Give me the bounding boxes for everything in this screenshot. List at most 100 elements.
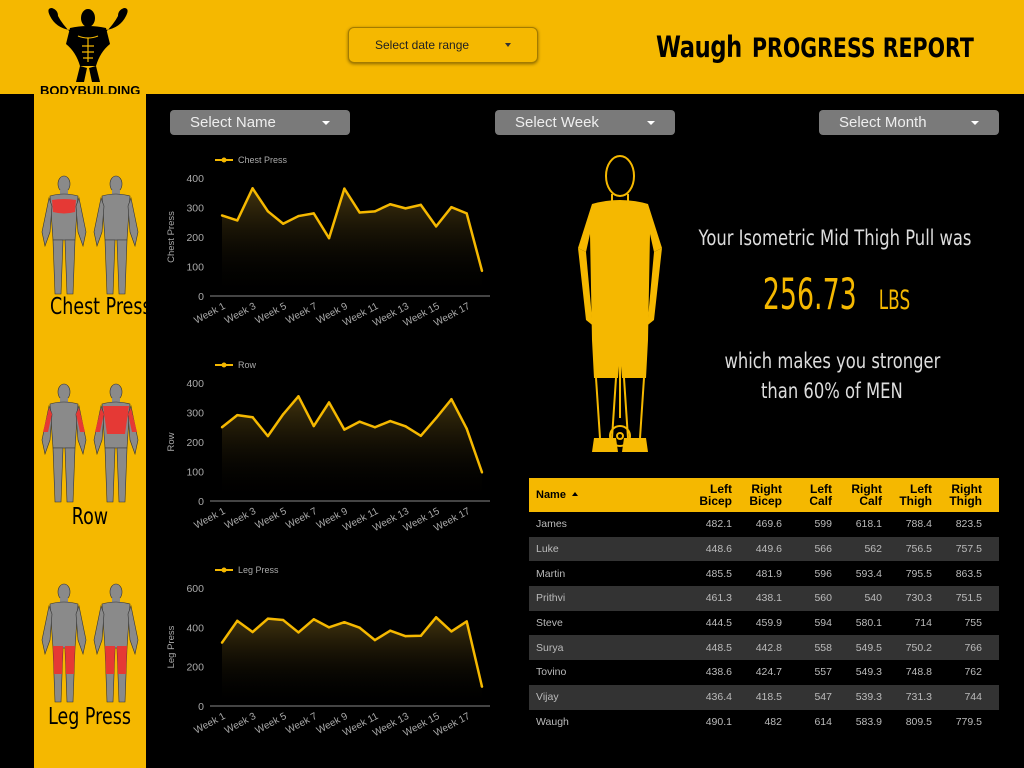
table-row[interactable]: Surya 448.5 442.8 558 549.5 750.2 766 — [529, 635, 999, 661]
column-header-right-thigh[interactable]: Right Thigh — [949, 482, 982, 508]
measurements-table: Name Left Bicep Right Bicep Left Calf Right… — [529, 478, 999, 734]
data-point — [419, 634, 423, 637]
table-cell-value: 438.1 — [755, 592, 782, 605]
table-cell-value: 482.1 — [705, 518, 732, 531]
series-area — [222, 396, 482, 501]
table-row[interactable]: Luke 448.6 449.6 566 562 756.5 757.5 — [529, 536, 999, 562]
date-range-label: Select date range — [375, 38, 470, 52]
table-cell-value: 596 — [814, 567, 832, 580]
exercise-label-leg-press: Leg Press — [48, 704, 132, 730]
select-month-dropdown[interactable]: Select Month — [819, 110, 999, 135]
select-name-dropdown[interactable]: Select Name — [170, 110, 350, 135]
x-tick-label: Week 1 — [192, 506, 227, 532]
column-header-left-thigh[interactable]: Left Thigh — [899, 482, 932, 508]
chevron-down-icon — [322, 121, 330, 125]
data-point — [220, 426, 224, 429]
table-cell-value: 748.8 — [905, 666, 932, 679]
data-point — [297, 395, 300, 398]
y-tick-label: 0 — [198, 701, 204, 713]
table-cell-value: 580.1 — [855, 617, 882, 630]
data-point — [404, 207, 407, 210]
table-cell-value: 750.2 — [905, 641, 932, 654]
table-row[interactable]: Waugh 490.1 482 614 583.9 809.5 779.5 — [529, 710, 999, 735]
column-header-right-bicep[interactable]: Right Bicep — [749, 482, 782, 508]
table-cell-value: 562 — [864, 543, 882, 556]
table-row[interactable]: Martin 485.5 481.9 596 593.4 795.5 863.5 — [529, 561, 999, 586]
y-tick-label: 100 — [186, 262, 204, 274]
data-point — [266, 617, 270, 620]
data-point — [419, 434, 423, 438]
data-point — [389, 629, 392, 632]
data-point — [266, 210, 270, 213]
legend-label: Row — [238, 360, 257, 370]
data-point — [220, 214, 224, 217]
column-header-name[interactable]: Name — [529, 489, 689, 501]
report-title: PROGRESS REPORT — [752, 33, 974, 64]
x-tick-label: Week 7 — [284, 506, 319, 532]
chevron-down-icon — [647, 121, 655, 125]
data-point — [434, 225, 438, 228]
table-row[interactable]: James 482.1 469.6 599 618.1 788.4 823.5 — [529, 512, 999, 537]
table-cell-value: 558 — [814, 641, 832, 654]
chevron-down-icon — [505, 43, 511, 47]
column-header-left-bicep[interactable]: Left Bicep — [699, 482, 732, 508]
table-cell-value: 490.1 — [705, 715, 732, 728]
data-point — [480, 685, 484, 688]
table-cell-value: 482 — [764, 715, 782, 728]
table-cell-value: 547 — [814, 691, 832, 704]
data-point — [251, 630, 254, 634]
table-row[interactable]: Tovino 438.6 424.7 557 549.3 748.8 762 — [529, 660, 999, 685]
x-tick-label: Week 5 — [254, 711, 289, 737]
column-header-left-calf[interactable]: Left Calf — [809, 482, 832, 508]
data-point — [343, 428, 346, 431]
select-week-label: Select Week — [515, 114, 599, 131]
select-month-label: Select Month — [839, 114, 927, 131]
table-cell-value: 766 — [964, 641, 982, 654]
select-week-dropdown[interactable]: Select Week — [495, 110, 675, 135]
table-cell-name: James — [536, 518, 567, 531]
table-row[interactable]: Prithvi 461.3 438.1 560 540 730.3 751.5 — [529, 586, 999, 611]
header-bar: BODYBUILDING Select date range Waugh PRO… — [0, 0, 1024, 98]
summary-line-3: than 60% of MEN — [761, 379, 903, 403]
y-tick-label: 400 — [186, 378, 204, 390]
data-point — [327, 401, 331, 404]
column-header-right-calf[interactable]: Right Calf — [851, 482, 882, 508]
legend-label: Chest Press — [238, 155, 288, 165]
table-cell-value: 614 — [814, 715, 832, 728]
table-row[interactable]: Vijay 436.4 418.5 547 539.3 731.3 744 — [529, 684, 999, 710]
data-point — [236, 413, 239, 417]
y-tick-label: 400 — [186, 173, 204, 185]
chart-legend: Leg Press — [215, 565, 279, 575]
athlete-name-title: Waugh — [656, 30, 742, 64]
data-point — [343, 621, 346, 624]
chest-press-chart: Chest Press 0 100 200 300 400 Chest Press Week … — [160, 148, 500, 345]
table-cell-value: 436.4 — [705, 691, 732, 704]
y-tick-label: 600 — [186, 583, 204, 595]
table-cell-value: 599 — [814, 518, 832, 531]
table-cell-name: Martin — [536, 567, 566, 580]
table-cell-value: 755 — [964, 617, 982, 630]
y-axis-label: Chest Press — [166, 211, 177, 263]
table-cell-value: 449.6 — [755, 543, 782, 556]
table-cell-value: 539.3 — [855, 691, 882, 704]
table-cell-value: 485.5 — [705, 567, 732, 580]
mid-thigh-pull-figure-icon — [570, 148, 670, 466]
table-cell-value: 461.3 — [705, 592, 732, 605]
date-range-select[interactable]: Select date range — [348, 27, 538, 63]
data-point — [373, 426, 377, 429]
table-cell-value: 549.3 — [855, 666, 882, 679]
chest-press-line-chart: Chest Press 0 100 200 300 400 Chest Press Week … — [166, 155, 490, 329]
table-cell-value: 557 — [814, 666, 832, 679]
table-cell-name: Waugh — [536, 715, 569, 728]
table-cell-name: Prithvi — [536, 592, 566, 605]
data-point — [465, 212, 468, 215]
data-point — [358, 211, 361, 214]
data-point — [251, 187, 254, 190]
data-point — [297, 631, 300, 634]
y-tick-label: 200 — [186, 232, 204, 244]
table-cell-value: 823.5 — [955, 518, 982, 531]
table-row[interactable]: Steve 444.5 459.9 594 580.1 714 755 — [529, 611, 999, 636]
table-cell-value: 560 — [814, 592, 832, 605]
data-point — [327, 236, 331, 240]
